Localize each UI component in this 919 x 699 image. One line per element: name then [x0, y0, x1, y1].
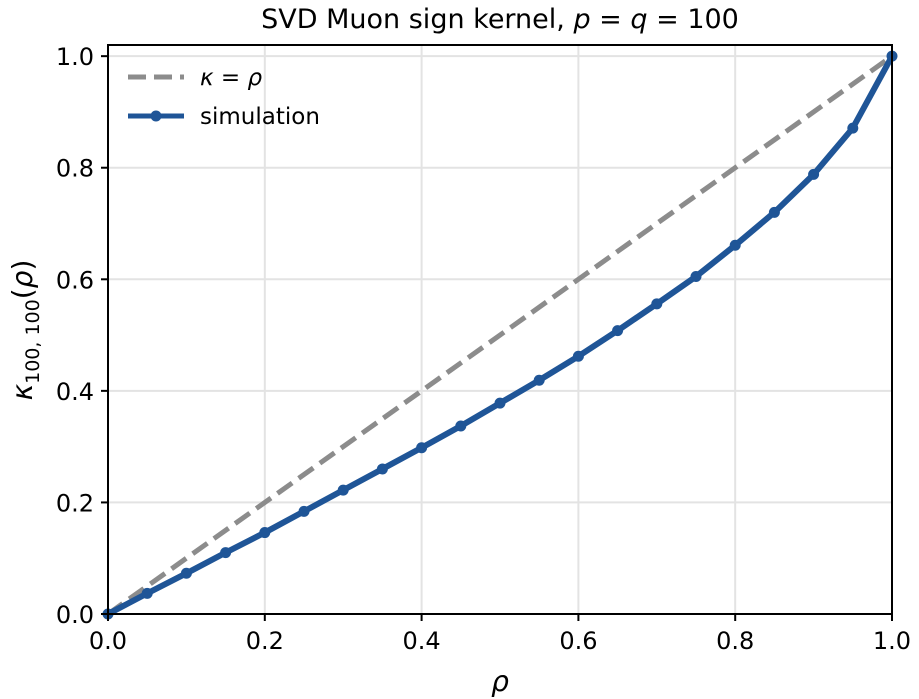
data-point	[141, 587, 153, 599]
x-tick-label: 0.4	[403, 627, 441, 655]
x-tick-label: 0.6	[559, 627, 597, 655]
y-tick-label: 0.8	[56, 155, 94, 183]
y-tick-label: 0.4	[56, 378, 94, 406]
legend-marker-simulation	[150, 110, 162, 122]
data-point	[376, 463, 388, 475]
x-tick-label: 0.0	[89, 627, 127, 655]
y-ticks: 0.0 0.2 0.4 0.6 0.8 1.0	[56, 43, 108, 629]
y-tick-label: 0.0	[56, 601, 94, 629]
data-point	[612, 325, 624, 337]
data-point	[337, 484, 349, 496]
data-point	[572, 350, 584, 362]
y-axis-label: κ100, 100(ρ)	[6, 260, 44, 401]
data-point	[690, 271, 702, 283]
data-point	[847, 122, 859, 134]
data-point	[259, 527, 271, 539]
legend-label-identity: κ = ρ	[200, 65, 262, 91]
y-tick-label: 0.2	[56, 489, 94, 517]
x-tick-label: 0.8	[716, 627, 754, 655]
y-tick-label: 1.0	[56, 43, 94, 71]
x-tick-label: 0.2	[246, 627, 284, 655]
data-point	[494, 397, 506, 409]
data-point	[220, 547, 232, 559]
data-point	[533, 374, 545, 386]
series-line-identity	[106, 54, 894, 617]
x-axis-label: ρ	[491, 665, 509, 698]
data-point	[416, 442, 428, 454]
chart-title: SVD Muon sign kernel, p = q = 100	[261, 4, 739, 35]
data-point	[298, 505, 310, 517]
data-point	[180, 567, 192, 579]
legend: κ = ρ simulation	[128, 65, 320, 130]
data-point	[651, 298, 663, 310]
data-point	[455, 420, 467, 432]
plot-area	[102, 50, 898, 620]
data-point	[768, 206, 780, 218]
x-tick-label: 1.0	[873, 627, 911, 655]
data-point	[808, 168, 820, 180]
legend-label-simulation: simulation	[200, 104, 320, 130]
data-point	[729, 239, 741, 251]
x-ticks: 0.0 0.2 0.4 0.6 0.8 1.0	[89, 614, 911, 655]
axes-frame	[107, 44, 893, 615]
y-tick-label: 0.6	[56, 266, 94, 294]
